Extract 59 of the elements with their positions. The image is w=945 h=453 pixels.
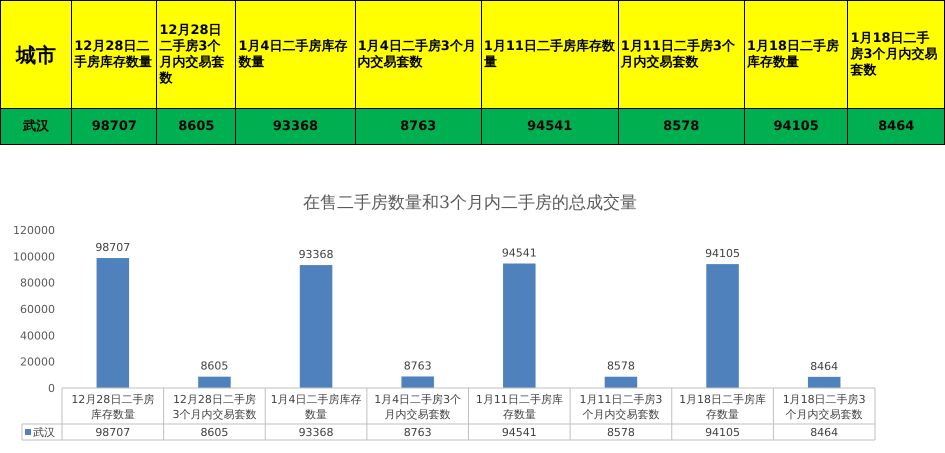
bar <box>604 376 638 388</box>
category-label: 1月11日二手房库存数量 <box>481 0 618 108</box>
text: 98707 <box>95 241 130 254</box>
x-tick-label: 1月18日二手房库存数量 <box>679 393 766 421</box>
text: 8763 <box>404 359 432 372</box>
bar <box>401 376 434 388</box>
legend-label: 武汉 <box>33 426 55 439</box>
data-label: 8605 <box>200 426 228 439</box>
bar <box>808 376 840 388</box>
text: 8464 <box>810 360 838 373</box>
data-label: 93368 <box>236 108 356 144</box>
data-label: 8763 <box>355 108 482 144</box>
bar <box>706 264 739 388</box>
data-label: 8464 <box>810 426 838 439</box>
y-tick-label: 120000 <box>13 224 55 237</box>
text: 94541 <box>502 246 537 260</box>
y-tick-label: 20000 <box>20 356 55 369</box>
bar <box>300 265 332 388</box>
category-label: 12月28日二手房库存数量 <box>72 0 157 108</box>
x-tick-label: 1月11日二手房库存数量 <box>476 393 563 421</box>
category-label: 1月4日二手房3个月内交易套数 <box>355 0 482 108</box>
text: 8578 <box>606 360 635 373</box>
category-label: 1月18日二手房库存数量 <box>744 0 848 108</box>
category-label: 12月28日二手房3个月内交易套数 <box>156 0 236 108</box>
bar <box>503 264 536 388</box>
x-tick-label: 1月11日二手房3个月内交易套数 <box>579 393 662 421</box>
y-tick-label: 60000 <box>20 303 55 316</box>
data-label: 94541 <box>481 108 618 144</box>
data-label: 94105 <box>744 108 848 144</box>
data-label: 8763 <box>404 426 432 439</box>
data-label: 98707 <box>95 426 130 439</box>
text: 城市 <box>0 0 72 108</box>
text: 94105 <box>705 247 740 260</box>
x-tick-label: 1月4日二手房库存数量 <box>270 393 362 421</box>
text: 93368 <box>298 248 334 262</box>
x-tick-label: 1月4日二手房3个月内交易套数 <box>374 393 462 421</box>
y-tick-label: 100000 <box>13 250 55 264</box>
data-label: 8578 <box>618 108 744 144</box>
category-label: 1月4日二手房库存数量 <box>236 0 356 108</box>
data-label: 94105 <box>705 426 740 439</box>
data-label: 8464 <box>848 108 944 144</box>
y-tick-label: 0 <box>48 382 55 395</box>
data-label: 98707 <box>72 108 157 144</box>
series-label: 武汉 <box>0 108 72 144</box>
category-label: 1月18日二手房3个月内交易套数 <box>848 0 944 108</box>
bar <box>198 376 231 388</box>
x-tick-label: 1月18日二手房3个月内交易套数 <box>782 393 866 421</box>
y-tick-label: 40000 <box>20 329 55 342</box>
data-label: 8605 <box>156 108 236 144</box>
data-label: 8578 <box>606 426 635 439</box>
text: 8605 <box>200 360 228 373</box>
category-label: 1月11日二手房3个月内交易套数 <box>618 0 744 108</box>
x-tick-label: 12月28日二手房库存数量 <box>71 393 154 421</box>
data-label: 94541 <box>502 426 537 439</box>
x-tick-label: 12月28日二手房3个月内交易套数 <box>172 393 256 421</box>
data-label: 93368 <box>298 426 334 439</box>
y-tick-label: 80000 <box>20 276 55 290</box>
bar <box>96 258 130 388</box>
chart-title: 在售二手房数量和3个月内二手房的总成交量 <box>303 193 637 213</box>
